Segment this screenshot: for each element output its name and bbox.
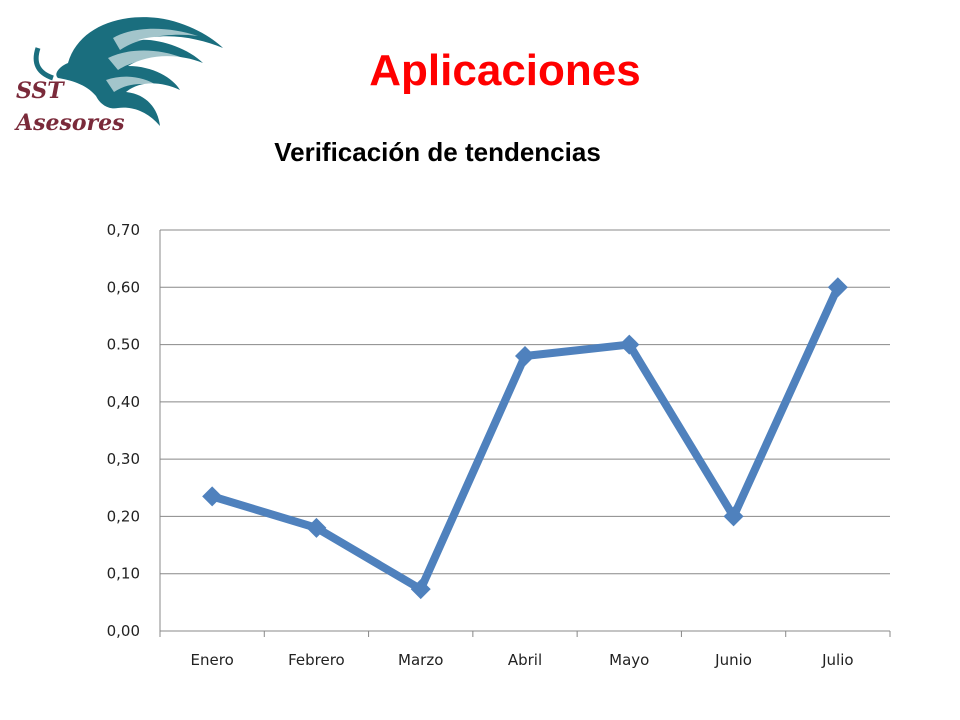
x-tick-label: Junio <box>714 651 752 669</box>
data-point-marker <box>202 486 223 507</box>
x-tick-label: Enero <box>191 651 234 669</box>
x-tick-label: Mayo <box>609 651 649 669</box>
logo-line2: Asesores <box>14 110 125 136</box>
x-tick-label: Marzo <box>398 651 443 669</box>
y-tick-label: 0,20 <box>107 507 140 525</box>
y-tick-label: 0,70 <box>107 221 140 239</box>
x-tick-label: Abril <box>508 651 542 669</box>
y-tick-label: 0.50 <box>107 336 140 354</box>
data-point-marker <box>515 346 535 367</box>
data-point-marker <box>306 517 327 538</box>
slide-title: Aplicaciones <box>369 46 641 95</box>
y-tick-label: 0,60 <box>107 278 140 296</box>
y-tick-label: 0,10 <box>107 565 140 583</box>
chart-title: Verificación de tendencias <box>274 137 601 167</box>
data-point-marker <box>723 506 744 527</box>
data-point-marker <box>619 334 640 355</box>
logo-wing-icon <box>56 17 224 126</box>
data-point-marker <box>410 579 431 600</box>
data-point-marker <box>827 277 848 298</box>
x-tick-label: Julio <box>821 651 853 669</box>
y-tick-label: 0,00 <box>107 622 140 640</box>
logo-line1: SST <box>16 78 65 104</box>
x-tick-label: Febrero <box>288 651 345 669</box>
y-tick-label: 0,40 <box>107 393 140 411</box>
company-logo: SST Asesores <box>8 8 228 138</box>
y-tick-label: 0,30 <box>107 450 140 468</box>
series-line <box>208 283 842 594</box>
